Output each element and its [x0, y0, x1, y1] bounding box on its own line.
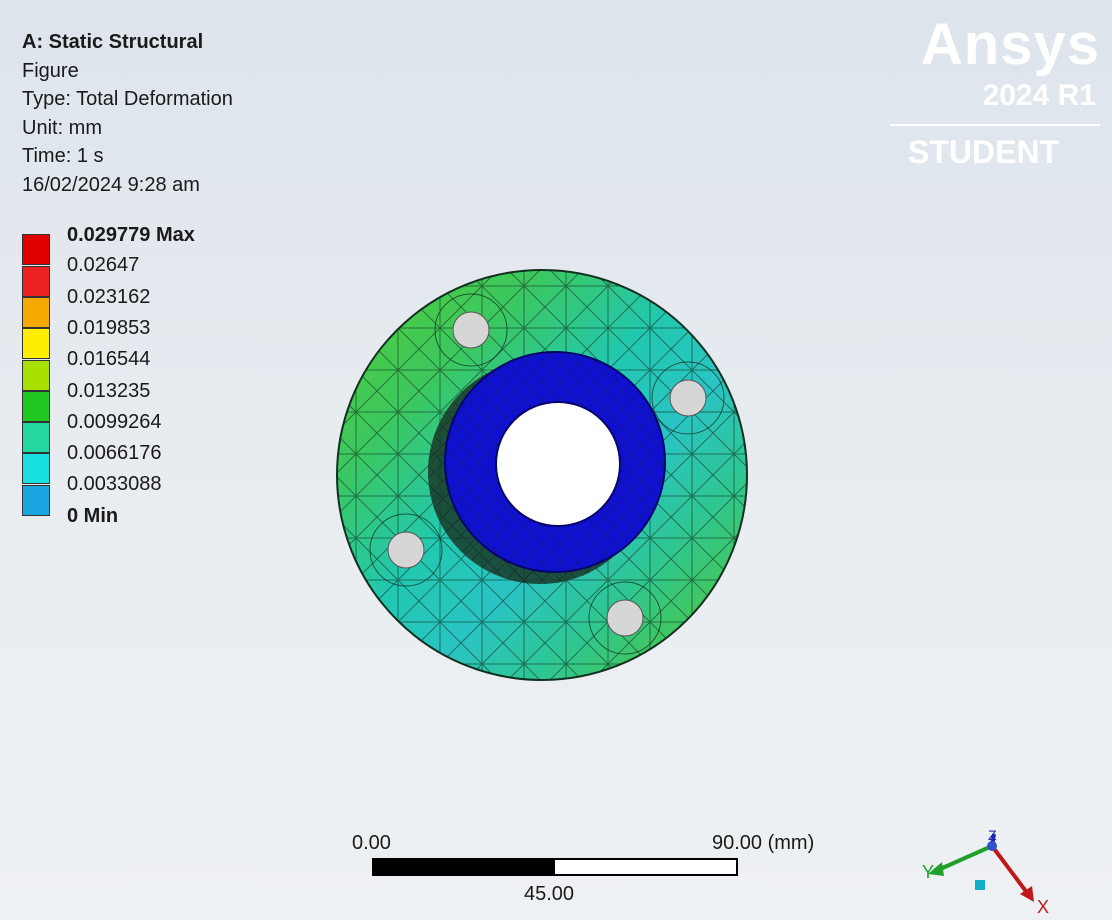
legend-label-min: 0 Min — [67, 505, 119, 527]
result-time: Time: 1 s — [22, 145, 104, 167]
edition-label: STUDENT — [908, 134, 1060, 170]
legend-swatch — [22, 453, 50, 484]
scale-start-label: 0.00 — [352, 832, 391, 854]
bolt-hole — [452, 311, 490, 349]
result-type: Type: Total Deformation — [22, 88, 233, 110]
brand-name: Ansys — [920, 12, 1100, 77]
x-axis-label: X — [1037, 897, 1049, 917]
coordinate-triad[interactable]: Y X Z — [910, 822, 1060, 920]
bolt-hole — [387, 531, 425, 569]
result-info: A: Static Structural Figure Type: Total … — [22, 28, 233, 199]
x-axis-arrowhead — [1020, 886, 1034, 902]
y-axis-arrowhead — [928, 862, 944, 876]
scale-mid-label: 45.00 — [524, 883, 575, 905]
legend-label: 0.02647 — [67, 254, 140, 276]
legend-swatch — [22, 328, 50, 359]
bolt-hole — [606, 599, 644, 637]
scale-bar-graphic — [372, 858, 738, 876]
triad-cube-icon — [975, 880, 985, 890]
contour-legend[interactable]: 0.029779 Max 0.02647 0.023162 0.019853 0… — [22, 224, 282, 534]
legend-label: 0.0033088 — [67, 473, 162, 495]
center-bore — [495, 401, 621, 527]
legend-swatch — [22, 485, 50, 516]
legend-label: 0.013235 — [67, 380, 151, 402]
legend-label: 0.019853 — [67, 317, 151, 339]
model-viewport[interactable] — [335, 265, 755, 690]
ansys-student-logo: Ansys 2024 R1 STUDENT — [890, 12, 1100, 171]
result-unit: Unit: mm — [22, 116, 102, 139]
release-version: 2024 R1 — [982, 79, 1096, 112]
logo-divider — [890, 124, 1100, 126]
legend-label-max: 0.029779 Max — [67, 224, 195, 246]
bolt-hole — [669, 379, 707, 417]
y-axis-arrow — [937, 844, 993, 872]
legend-swatch — [22, 234, 50, 265]
legend-label: 0.023162 — [67, 286, 151, 308]
figure-label: Figure — [22, 59, 79, 82]
scale-end-label: 90.00 (mm) — [712, 832, 815, 854]
legend-swatch — [22, 297, 50, 328]
triad-origin — [987, 841, 997, 851]
legend-label: 0.0099264 — [67, 411, 162, 433]
legend-swatch — [22, 360, 50, 391]
legend-label: 0.016544 — [67, 348, 151, 370]
legend-swatch — [22, 266, 50, 297]
z-axis-label: Z — [988, 827, 997, 843]
result-date: 16/02/2024 9:28 am — [22, 173, 200, 196]
scale-bar: 0.00 90.00 (mm) 45.00 — [352, 830, 832, 910]
x-axis-arrow — [990, 844, 1030, 896]
legend-swatch — [22, 422, 50, 453]
legend-label: 0.0066176 — [67, 442, 162, 464]
bolt-holes — [369, 293, 725, 655]
hub-boss — [428, 351, 666, 584]
legend-swatch — [22, 391, 50, 422]
analysis-title: A: Static Structural — [22, 31, 204, 53]
y-axis-label: Y — [922, 862, 934, 882]
